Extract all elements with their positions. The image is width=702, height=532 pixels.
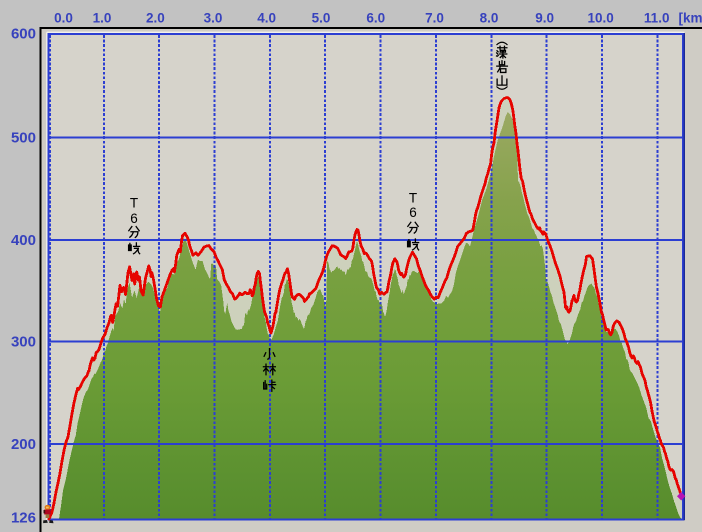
svg-text:6.0: 6.0: [366, 11, 385, 26]
svg-text:126: 126: [11, 510, 36, 527]
svg-text:300: 300: [11, 334, 36, 351]
svg-text:1.0: 1.0: [93, 11, 112, 26]
svg-text:7.0: 7.0: [425, 11, 444, 26]
svg-text:5.0: 5.0: [312, 11, 331, 26]
svg-text:T: T: [130, 196, 138, 211]
svg-text:T: T: [409, 191, 417, 206]
svg-text:10.0: 10.0: [587, 11, 613, 26]
svg-text:600: 600: [11, 26, 36, 43]
svg-text:400: 400: [11, 232, 36, 249]
svg-text:11.0: 11.0: [644, 11, 670, 26]
svg-text:2.0: 2.0: [146, 11, 165, 26]
svg-text:6: 6: [409, 205, 417, 220]
svg-text:0.0: 0.0: [54, 11, 73, 26]
svg-text:500: 500: [11, 130, 36, 147]
svg-text:[km]: [km]: [679, 11, 702, 26]
svg-text:200: 200: [11, 436, 36, 453]
svg-text:6: 6: [130, 211, 138, 226]
svg-text:9.0: 9.0: [535, 11, 554, 26]
svg-text:3.0: 3.0: [204, 11, 223, 26]
svg-text:4.0: 4.0: [257, 11, 276, 26]
svg-text:8.0: 8.0: [480, 11, 499, 26]
